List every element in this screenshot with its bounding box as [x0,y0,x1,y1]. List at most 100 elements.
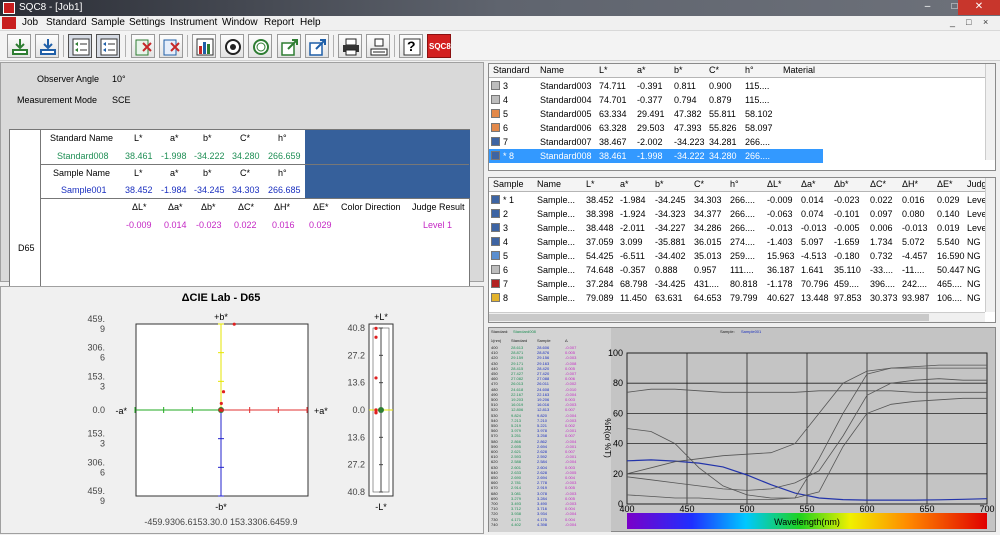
col-dc[interactable]: ΔC* [870,179,887,189]
col-judge[interactable]: Judg [967,179,987,189]
print-preview-button[interactable] [366,34,390,58]
minus-b-label: -b* [215,502,227,512]
maximize-button[interactable]: □ [951,1,958,12]
sample-row[interactable]: 7 Sample... 37.284 68.798 -34.425 431.... 80.8… [489,277,995,291]
col-a[interactable]: a* [620,179,629,189]
b-axis-tick-label: 9 [100,324,105,334]
standard-row[interactable]: 4 Standard004 74.701 -0.377 0.794 0.879 115...… [489,93,995,107]
sample-list[interactable]: Sample Name L* a* b* C* h° ΔL* Δa* Δb* Δ… [488,177,996,323]
col-dl[interactable]: ΔL* [767,179,782,189]
standard-cell-num: 6 [503,123,509,133]
sample-row[interactable]: 6 Sample... 74.648 -0.357 0.888 0.957 111.... 3… [489,263,995,277]
import-standard-button[interactable] [7,34,31,58]
sample-cell-dc: 0.732 [870,251,893,261]
sample-cell-b: 63.631 [655,293,683,303]
color-swatch [491,109,500,118]
spectral-table-cell: 29.171 [511,360,524,366]
mdi-restore-button[interactable]: □ [966,17,972,27]
mdi-close-button[interactable]: × [983,17,989,27]
sample-b-value: -34.245 [194,185,225,195]
sample-row[interactable]: 5 Sample... 54.425 -6.511 -34.402 35.013 259..… [489,249,995,263]
menu-settings[interactable]: Settings [129,17,166,28]
bar-chart-button[interactable] [192,34,216,58]
col-b[interactable]: b* [655,179,664,189]
menu-sample[interactable]: Sample [91,17,125,28]
standard-list-scrollbar[interactable] [985,64,995,160]
sample-row[interactable]: * 1 Sample... 38.452 -1.984 -34.245 34.303 266… [489,193,995,207]
col-standard[interactable]: Standard [493,65,530,75]
sample-row[interactable]: 8 Sample... 79.089 11.450 63.631 64.653 79.799… [489,291,995,305]
spectral-table-cell: 28.415 [511,365,524,371]
menu-job[interactable]: Job [22,17,39,28]
spectral-table-cell: 5.219 [511,423,522,428]
sample-point [232,322,236,326]
standard-row[interactable]: 7 Standard007 38.467 -2.002 -34.223 34.281 266… [489,135,995,149]
col-a[interactable]: a* [637,65,646,75]
measure-button[interactable] [220,34,244,58]
sample-cell-l: 38.448 [586,223,614,233]
col-db[interactable]: Δb* [834,179,849,189]
col-h[interactable]: h° [730,179,739,189]
measure-target-icon [225,39,241,55]
col-l[interactable]: L* [599,65,608,75]
sample-list-scrollbar[interactable] [985,178,995,312]
col-sample[interactable]: Sample [493,179,524,189]
export-standard-button[interactable] [277,34,301,58]
standard-row[interactable]: 3 Standard003 74.711 -0.391 0.811 0.900 115...… [489,79,995,93]
col-l[interactable]: L* [586,179,595,189]
col-b[interactable]: b* [674,65,683,75]
color-swatch [491,265,500,274]
export-sample-button[interactable] [305,34,329,58]
spectral-table-cell: 12.813 [537,407,550,413]
menu-report[interactable]: Report [264,17,295,28]
col-h[interactable]: h° [745,65,754,75]
b-axis-tick-label: 3 [100,381,105,391]
standard-row[interactable]: * 8 Standard008 38.461 -1.998 -34.222 34.280 2… [489,149,823,163]
col-dh[interactable]: ΔH* [902,179,919,189]
sample-row[interactable]: 3 Sample... 38.448 -2.011 -34.227 34.286 266..… [489,221,995,235]
menu-help[interactable]: Help [300,17,321,28]
sample-row[interactable]: 4 Sample... 37.059 3.099 -35.881 36.015 274...… [489,235,995,249]
print-button[interactable] [338,34,362,58]
col-material[interactable]: Material [783,65,816,75]
standard-row[interactable]: 5 Standard005 63.334 29.491 47.382 55.811 58.1… [489,107,995,121]
view-details-button[interactable] [96,34,120,58]
col-c[interactable]: C* [694,179,705,189]
sample-cell-dl: -1.178 [767,279,793,289]
sqc8-logo-button[interactable]: SQC8 [427,34,451,58]
sample-row[interactable]: 2 Sample... 38.398 -1.924 -34.323 34.377 266..… [489,207,995,221]
mdi-minimize-button[interactable]: _ [950,17,956,27]
sample-cell-dh: 0.016 [902,195,925,205]
standard-list[interactable]: Standard Name L* a* b* C* h° Material 3 S… [488,63,996,171]
import-sample-button[interactable] [35,34,59,58]
menu-standard[interactable]: Standard [46,17,87,28]
measure-circle-button[interactable] [248,34,272,58]
standard-row[interactable]: 6 Standard006 63.328 29.503 47.393 55.826 58.0… [489,121,995,135]
y-axis-label: %R(or %T) [603,418,612,458]
delete-standard-button[interactable] [131,34,155,58]
menu-window[interactable]: Window [222,17,258,28]
close-button[interactable]: ✕ [958,0,1000,15]
y-tick-label: 40 [613,439,623,449]
delete-sample-button[interactable] [159,34,183,58]
mdi-child-icon[interactable] [2,17,16,29]
sample-list-hscrollbar[interactable] [489,312,985,322]
sample-cell-da: 13.448 [801,293,829,303]
view-list-button[interactable] [68,34,92,58]
help-button[interactable]: ? [399,34,423,58]
col-de[interactable]: ΔE* [937,179,953,189]
scrollbar-thumb[interactable] [489,314,929,321]
color-direction-header: Color Direction [341,202,401,212]
col-c[interactable]: C* [709,65,720,75]
col-name[interactable]: Name [537,179,562,189]
standard-cell-c: 34.281 [709,137,737,147]
spectral-table-cell: 720 [491,511,498,517]
sample-cell-h: 111.... [730,265,754,275]
menu-instrument[interactable]: Instrument [170,17,218,28]
col-name[interactable]: Name [540,65,565,75]
observer-angle-value: 10° [112,74,126,84]
col-da[interactable]: Δa* [801,179,816,189]
spectral-table-cell: 540 [491,417,498,423]
standard-cell-num: 4 [503,95,509,105]
minimize-button[interactable]: – [924,1,931,12]
